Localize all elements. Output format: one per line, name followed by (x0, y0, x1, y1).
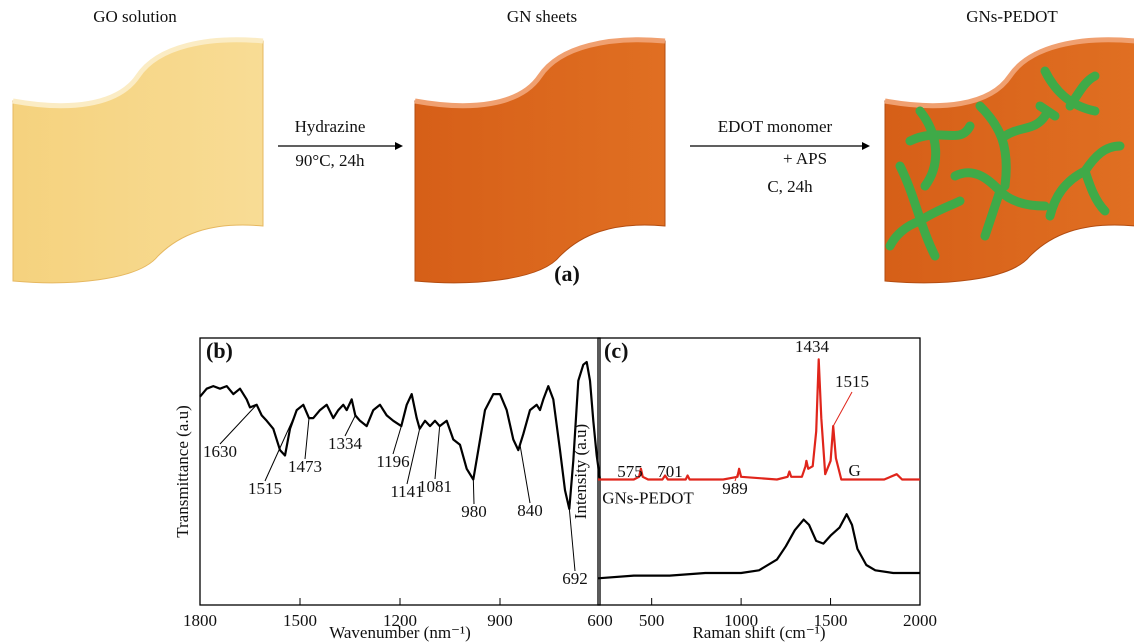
step-label: GNs-PEDOT (966, 7, 1058, 26)
leader-line (519, 444, 531, 504)
panel-label: (b) (206, 338, 233, 363)
x-tick-label: 1200 (383, 611, 417, 630)
arrow-label: + APS (783, 149, 827, 168)
x-tick-label: 500 (639, 611, 665, 630)
peak-label: 980 (461, 502, 487, 521)
x-axis-label: Raman shift (cm⁻¹) (692, 623, 825, 642)
step-label: GN sheets (507, 7, 577, 26)
y-axis-label: Intensity (a.u) (571, 424, 590, 519)
x-tick-label: 1500 (283, 611, 317, 630)
peak-label: 1334 (328, 434, 363, 453)
x-tick-label: 1800 (183, 611, 217, 630)
leader-line (568, 508, 576, 572)
peak-label: 1141 (390, 482, 423, 501)
peak-label: 989 (722, 479, 748, 498)
spectrum (597, 513, 920, 580)
peak-label: 1630 (203, 442, 237, 461)
panel-label: (c) (604, 338, 628, 363)
arrow-head (862, 142, 870, 150)
peak-label: 1515 (835, 372, 869, 391)
pedot-chains (885, 66, 1125, 261)
peak-label: 692 (562, 569, 588, 588)
arrow-label: EDOT monomer (718, 117, 833, 136)
pedot-sheet (884, 37, 1134, 284)
step-label: GO solution (93, 7, 177, 26)
peak-label: 1081 (418, 477, 452, 496)
panel-label: (a) (554, 261, 580, 286)
x-tick-label: 1000 (724, 611, 758, 630)
peak-label: 1473 (288, 457, 322, 476)
leader-line (472, 479, 475, 505)
spectrum (199, 360, 602, 510)
peak-label: 840 (517, 501, 543, 520)
leader-line (406, 428, 421, 485)
leader-line (734, 468, 740, 482)
leader-line (304, 418, 310, 460)
arrow-label: C, 24h (767, 177, 813, 196)
peak-label: 575 (617, 462, 643, 481)
annotation: G (849, 461, 861, 480)
peak-label: 1515 (248, 479, 282, 498)
arrow-label: Hydrazine (295, 117, 366, 136)
arrow-label: 90°C, 24h (295, 151, 365, 170)
peak-label: 1196 (376, 452, 409, 471)
x-tick-label: 2000 (903, 611, 937, 630)
peak-label: 701 (657, 462, 683, 481)
plot-frame (199, 337, 601, 606)
series-label: GNs-PEDOT (602, 488, 694, 507)
leader-line (832, 391, 853, 427)
spectrum (598, 358, 920, 481)
y-axis-label: Transmittance (a.u) (173, 405, 192, 538)
x-tick-label: 600 (587, 611, 613, 630)
arrow-head (395, 142, 403, 150)
go-sheet (12, 37, 264, 284)
x-tick-label: 900 (487, 611, 513, 630)
peak-label: 1434 (795, 337, 830, 356)
plot-frame (597, 337, 921, 606)
leader-line (434, 426, 441, 480)
x-axis-label: Wavenumber (nm⁻¹) (329, 623, 471, 642)
gn-sheet (414, 37, 666, 284)
leader-line (344, 415, 356, 437)
leader-line (392, 425, 402, 455)
leader-line (264, 414, 296, 482)
x-tick-label: 1500 (814, 611, 848, 630)
leader-line (219, 404, 258, 445)
